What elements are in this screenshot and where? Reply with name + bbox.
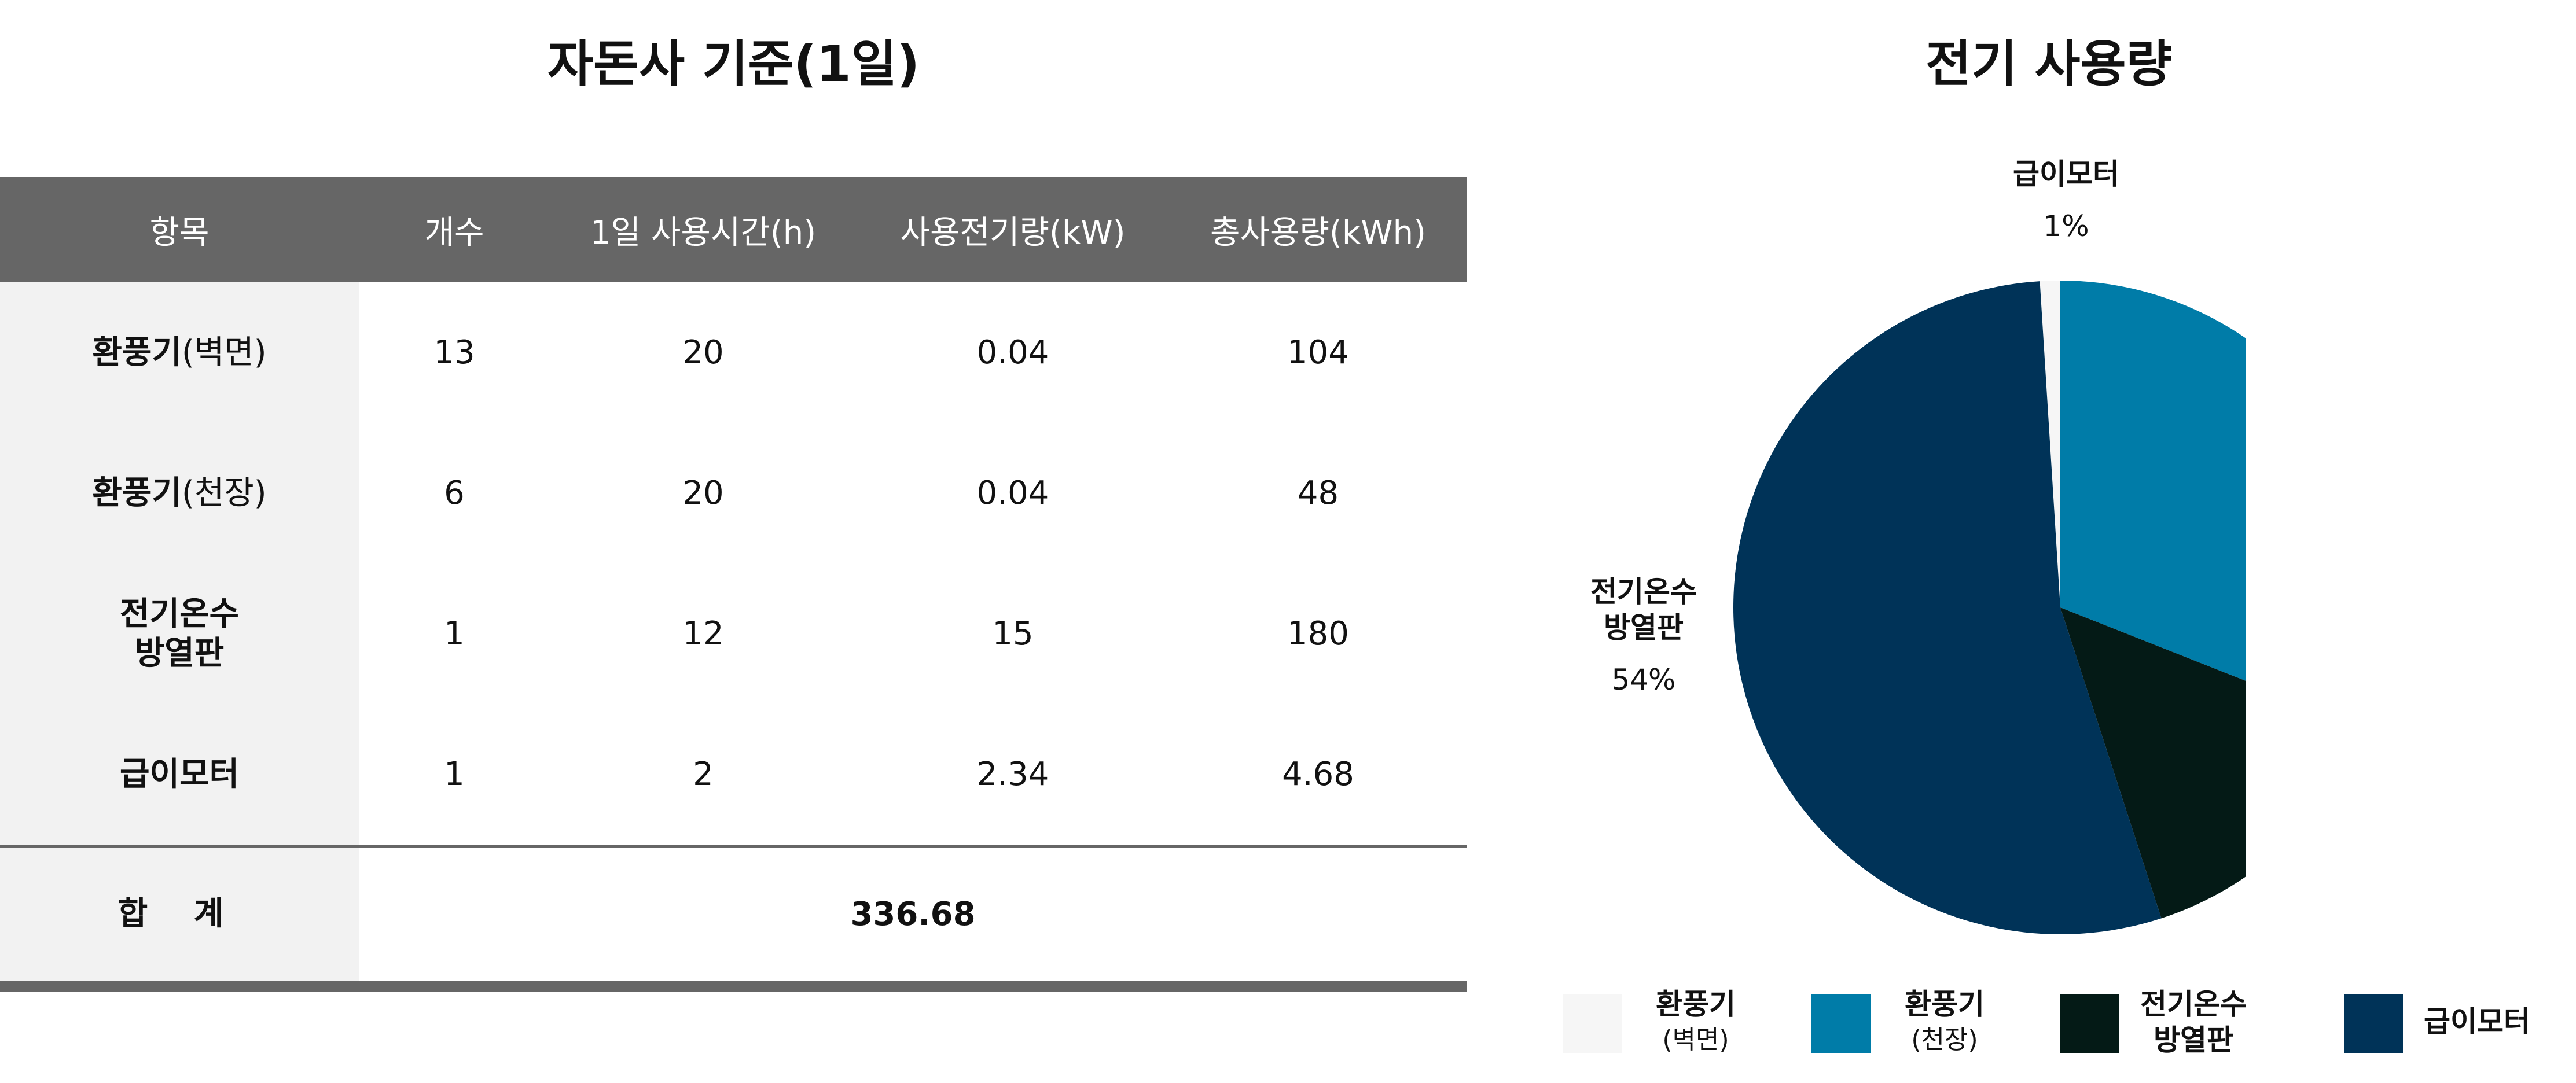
hours-cell: 20: [682, 474, 724, 512]
item-name: 환풍기: [92, 333, 182, 371]
kw-cell: 0.04: [976, 474, 1049, 512]
table-row: 전기온수 방열판 1 12 15 180: [0, 563, 1467, 704]
legend-label: 급이모터: [2424, 1005, 2530, 1038]
legend-label: 전기온수 방열판: [2140, 988, 2247, 1057]
item-name: 환풍기: [92, 474, 182, 512]
slice-label-name: 방열판: [1604, 611, 1684, 644]
pie-slice: [2060, 281, 2246, 681]
header-count: 개수: [359, 177, 550, 282]
kw-cell: 2.34: [976, 756, 1049, 793]
legend-swatch: [1811, 994, 1871, 1053]
chart-title: 전기 사용량: [1925, 35, 2172, 93]
header-hours: 1일 사용시간(h): [550, 177, 857, 282]
item-name: 전기온수: [119, 595, 240, 633]
header-kw: 사용전기량(kW): [857, 177, 1169, 282]
item-sub: (벽면): [181, 333, 267, 371]
legend-swatch: [1563, 994, 1622, 1053]
item-sub: 방열판: [134, 634, 225, 672]
table-header-row: 항목 개수 1일 사용시간(h) 사용전기량(kW) 총사용량(kWh): [0, 177, 1467, 282]
kwh-cell: 48: [1297, 474, 1339, 512]
item-cell: 전기온수 방열판: [0, 563, 359, 704]
kwh-cell: 4.68: [1282, 756, 1354, 793]
hours-cell: 12: [682, 615, 724, 653]
kwh-cell: 104: [1287, 334, 1349, 371]
chart-legend: 환풍기 (벽면) 환풍기 (천장) 전기온수 방열판 급이모터: [1563, 986, 2576, 1067]
slice-label-percent: 54%: [1611, 663, 1675, 697]
kw-cell: 15: [992, 615, 1034, 653]
hours-cell: 2: [693, 756, 714, 793]
table-row: 환풍기(천장) 6 20 0.04 48: [0, 423, 1467, 563]
count-cell: 1: [444, 615, 465, 653]
count-cell: 13: [433, 334, 475, 371]
total-label: 합 계: [0, 845, 359, 992]
slice-label-name: 전기온수: [1590, 575, 1697, 609]
legend-label: 환풍기 (천장): [1905, 988, 1985, 1055]
header-item: 항목: [0, 177, 359, 282]
kw-cell: 0.04: [976, 334, 1049, 371]
pie-slice: [1733, 281, 2162, 935]
hours-cell: 20: [682, 334, 724, 371]
item-name: 급이모터: [119, 755, 240, 793]
pie-slice: [2060, 607, 2246, 919]
slice-label-name: 급이모터: [2013, 157, 2119, 191]
table-row: 급이모터 1 2 2.34 4.68: [0, 704, 1467, 846]
total-value: 336.68: [359, 845, 1467, 992]
legend-swatch: [2344, 994, 2403, 1053]
kwh-cell: 180: [1287, 615, 1349, 653]
count-cell: 6: [444, 474, 465, 512]
legend-swatch: [2060, 994, 2119, 1053]
table-row: 환풍기(벽면) 13 20 0.04 104: [0, 282, 1467, 423]
item-sub: (천장): [181, 474, 267, 512]
slice-label-percent: 1%: [2043, 209, 2089, 243]
total-row: 합 계 336.68: [0, 845, 1467, 992]
item-cell: 환풍기(천장): [0, 423, 359, 563]
item-cell: 급이모터: [0, 704, 359, 846]
legend-label: 환풍기 (벽면): [1656, 988, 1736, 1055]
table-title: 자돈사 기준(1일): [547, 35, 920, 93]
count-cell: 1: [444, 756, 465, 793]
pie-slice: [2040, 281, 2060, 607]
item-cell: 환풍기(벽면): [0, 282, 359, 423]
usage-table: 항목 개수 1일 사용시간(h) 사용전기량(kW) 총사용량(kWh) 환풍기…: [0, 177, 1467, 992]
slice-label: 급이모터 1%: [2013, 157, 2119, 243]
header-kwh: 총사용량(kWh): [1169, 177, 1467, 282]
